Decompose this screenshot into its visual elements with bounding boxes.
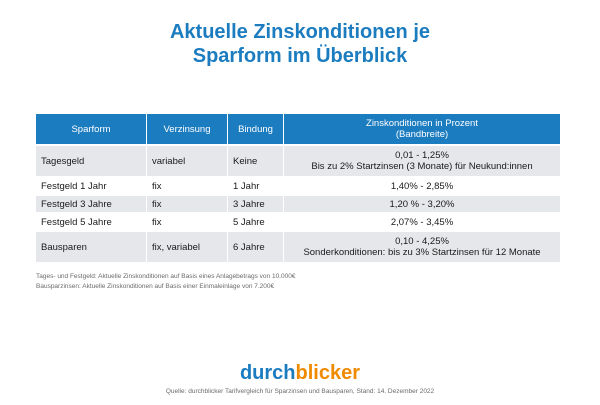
- cell-bindung: Keine: [228, 146, 284, 176]
- header-bindung: Bindung: [228, 114, 284, 144]
- logo-part-durch: durch: [239, 362, 296, 384]
- source-note: Quelle: durchblicker Tarifvergleich für …: [165, 388, 435, 395]
- footnote-bausparen: Bausparzinsen: Aktuelle Zinskonditionen …: [36, 283, 275, 290]
- cell-verzinsung: fix: [147, 196, 228, 212]
- cell-sparform: Bausparen: [36, 232, 147, 262]
- cell-verzinsung: variabel: [147, 146, 228, 176]
- logo-part-blicker: blicker: [295, 362, 361, 384]
- title-line-1: Aktuelle Zinskonditionen je: [169, 21, 431, 43]
- table-header-row: Sparform Verzinsung Bindung Zinskonditio…: [36, 114, 560, 144]
- cell-zinskonditionen: 1,40% - 2,85%: [284, 178, 560, 194]
- cell-verzinsung: fix: [147, 214, 228, 230]
- cell-sparform: Festgeld 3 Jahre: [36, 196, 147, 212]
- table-row: Tagesgeld variabel Keine 0,01 - 1,25% Bi…: [36, 146, 560, 176]
- header-zinskonditionen: Zinskonditionen in Prozent (Bandbreite): [284, 114, 560, 144]
- header-zins-line1: Zinskonditionen in Prozent: [366, 118, 478, 129]
- footnote-tagesgeld: Tages- und Festgeld: Aktuelle Zinskondit…: [36, 273, 296, 280]
- table-row: Festgeld 5 Jahre fix 5 Jahre 2,07% - 3,4…: [36, 214, 560, 230]
- table-row: Bausparen fix, variabel 6 Jahre 0,10 - 4…: [36, 232, 560, 262]
- cell-zinskonditionen: 0,10 - 4,25% Sonderkonditionen: bis zu 3…: [284, 232, 560, 262]
- table-row: Festgeld 3 Jahre fix 3 Jahre 1,20 % - 3,…: [36, 196, 560, 212]
- header-sparform: Sparform: [36, 114, 147, 144]
- cell-zinskonditionen: 0,01 - 1,25% Bis zu 2% Startzinsen (3 Mo…: [284, 146, 560, 176]
- header-verzinsung: Verzinsung: [147, 114, 228, 144]
- cell-zinskonditionen: 1,20 % - 3,20%: [284, 196, 560, 212]
- cell-sparform: Festgeld 1 Jahr: [36, 178, 147, 194]
- cell-zinskonditionen: 2,07% - 3,45%: [284, 214, 560, 230]
- cell-verzinsung: fix, variabel: [147, 232, 228, 262]
- cell-bindung: 3 Jahre: [228, 196, 284, 212]
- cell-bindung: 6 Jahre: [228, 232, 284, 262]
- zins-note: Bis zu 2% Startzinsen (3 Monate) für Neu…: [311, 161, 533, 172]
- cell-bindung: 1 Jahr: [228, 178, 284, 194]
- title-line-2: Sparform im Überblick: [192, 45, 408, 67]
- zins-range: 0,01 - 1,25%: [395, 150, 449, 161]
- cell-bindung: 5 Jahre: [228, 214, 284, 230]
- cell-sparform: Tagesgeld: [36, 146, 147, 176]
- cell-verzinsung: fix: [147, 178, 228, 194]
- zins-note: Sonderkonditionen: bis zu 3% Startzinsen…: [303, 247, 541, 258]
- rates-table: Sparform Verzinsung Bindung Zinskonditio…: [36, 112, 560, 264]
- cell-sparform: Festgeld 5 Jahre: [36, 214, 147, 230]
- header-zins-line2: (Bandbreite): [395, 129, 449, 140]
- footnotes: Tages- und Festgeld: Aktuelle Zinskondit…: [36, 272, 295, 292]
- durchblicker-logo: durchblicker: [0, 362, 600, 384]
- table-row: Festgeld 1 Jahr fix 1 Jahr 1,40% - 2,85%: [36, 178, 560, 194]
- page-title: Aktuelle Zinskonditionen je Sparform im …: [0, 20, 600, 68]
- zins-range: 0,10 - 4,25%: [395, 236, 449, 247]
